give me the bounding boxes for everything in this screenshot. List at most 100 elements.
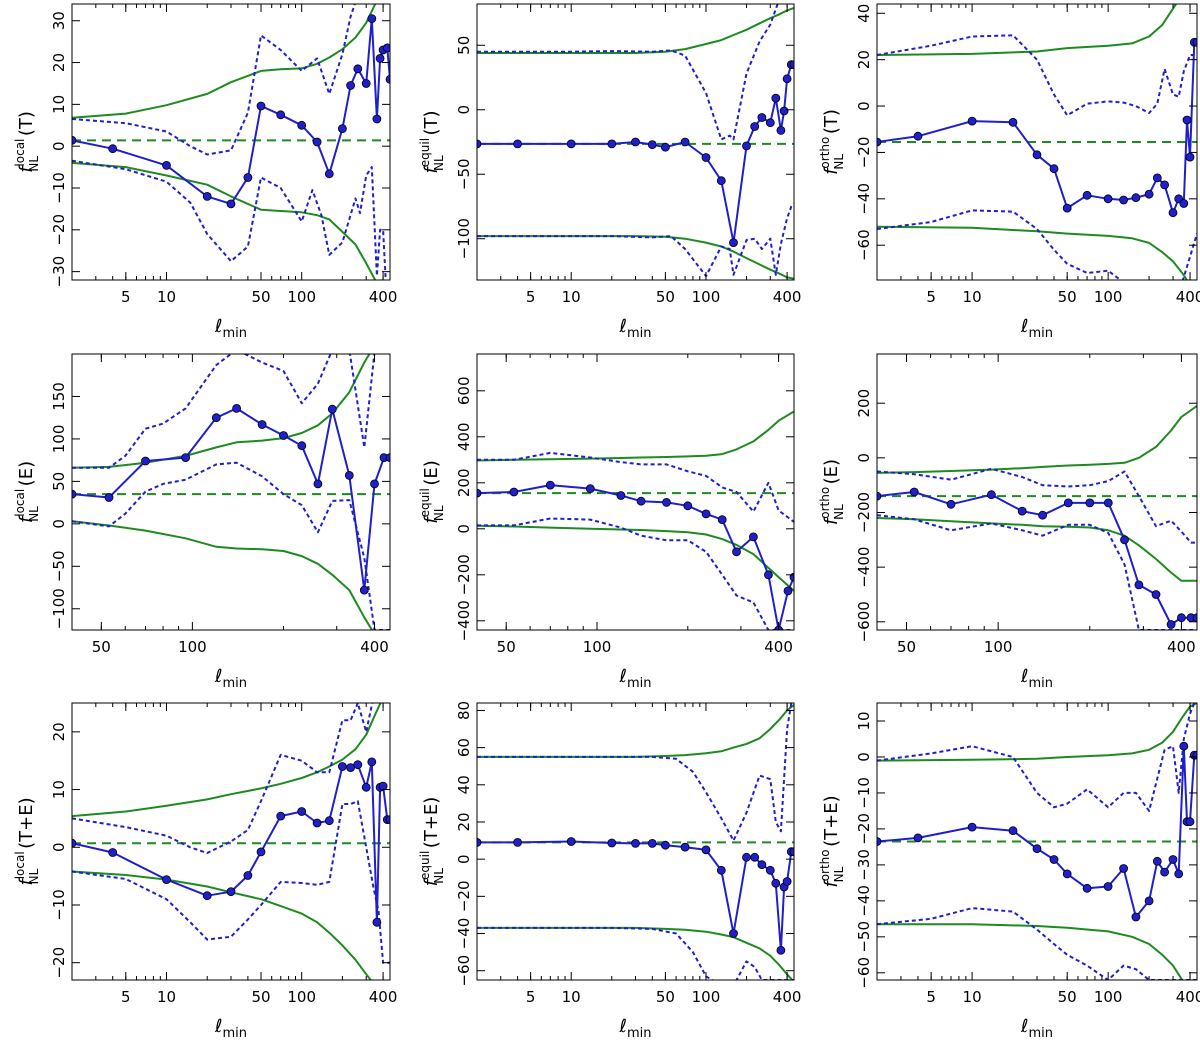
y-tick-label: 10 — [50, 780, 68, 799]
estimate-line — [477, 484, 794, 630]
y-tick-label: −20 — [455, 881, 473, 913]
data-point — [353, 760, 363, 770]
y-tick-label: 60 — [455, 738, 473, 757]
data-point — [324, 816, 334, 826]
x-tick-label: 5 — [926, 988, 936, 1006]
y-tick-label: 0 — [455, 524, 473, 534]
x-tick-label: 400 — [764, 638, 793, 656]
y-tick-label: −20 — [50, 214, 68, 246]
x-axis-label: ℓmin — [214, 316, 247, 341]
y-tick-label: 0 — [455, 105, 473, 115]
y-tick-label: 0 — [50, 519, 68, 529]
data-point — [162, 875, 171, 884]
estimate-line — [72, 407, 390, 592]
data-point — [327, 404, 337, 414]
x-tick-label: 400 — [1176, 988, 1200, 1006]
y-tick-label: −60 — [855, 229, 873, 261]
y-tick-label: −30 — [50, 256, 68, 288]
y-tick-label: 0 — [50, 842, 68, 852]
data-point — [765, 865, 775, 875]
data-point — [1174, 869, 1184, 879]
x-tick-label: 50 — [251, 988, 270, 1006]
x-tick-label: 50 — [1058, 288, 1077, 306]
upper-band-line — [877, 467, 1197, 544]
data-point — [783, 586, 793, 596]
x-axis-label: ℓmin — [214, 666, 247, 691]
data-point — [779, 106, 789, 116]
data-point — [1192, 613, 1197, 623]
data-point — [72, 838, 77, 848]
data-point — [513, 838, 522, 847]
data-point — [324, 169, 334, 179]
upper-bound-line — [72, 4, 377, 119]
y-tick-label: 150 — [50, 382, 68, 411]
y-tick-label: −50 — [855, 921, 873, 953]
data-point — [513, 139, 522, 149]
y-tick-label: 30 — [50, 11, 68, 30]
y-tick-label: 600 — [455, 376, 473, 405]
y-tick-label: −400 — [855, 547, 873, 588]
data-point — [717, 515, 727, 524]
data-point — [361, 79, 371, 88]
y-tick-label: 80 — [455, 701, 473, 720]
data-point — [782, 877, 792, 886]
panel-local_E: 50 100 400 −100 −50 0 50 100 150 ℓmin flocalNL(E) — [13, 353, 391, 691]
data-point — [616, 491, 626, 500]
data-point — [367, 757, 377, 767]
y-axis-label: forthoNL(E) — [818, 459, 846, 525]
data-point — [662, 497, 671, 507]
data-point — [1008, 117, 1018, 127]
x-axis-label: ℓmin — [214, 1016, 247, 1040]
data-point — [789, 847, 794, 857]
data-point — [312, 818, 322, 828]
data-point — [1179, 199, 1189, 208]
x-tick-label: 50 — [656, 988, 675, 1006]
y-tick-label: 20 — [50, 53, 68, 72]
data-point — [1185, 152, 1195, 162]
data-point — [243, 173, 253, 182]
y-tick-label: −200 — [455, 554, 473, 595]
data-point — [226, 199, 236, 209]
data-point — [141, 456, 150, 466]
plot-area — [877, 405, 1197, 630]
data-point — [243, 871, 253, 880]
lower-band-line — [877, 514, 1197, 630]
y-axis-label: flocalNL(T) — [13, 111, 41, 173]
y-tick-label: 0 — [855, 453, 873, 463]
data-point — [1185, 817, 1195, 827]
data-point — [346, 763, 356, 772]
data-point — [631, 839, 640, 848]
data-point — [771, 93, 781, 103]
data-point — [370, 479, 379, 489]
panel-ortho_TE: 5 10 50 100 400 −60 −50 −40 −30 −20 −10 0 10 ℓmin fort… — [818, 702, 1200, 1040]
data-point — [1103, 882, 1113, 891]
data-point — [1017, 506, 1027, 516]
lower-bound-line — [72, 161, 377, 280]
data-point — [607, 139, 617, 149]
data-point — [477, 139, 482, 149]
axes-frame — [71, 353, 391, 631]
x-tick-label: 400 — [369, 288, 398, 306]
data-point — [776, 125, 786, 135]
y-axis-label: fequilNL(T+E) — [418, 797, 446, 887]
x-tick-label: 400 — [1167, 638, 1196, 656]
data-point — [701, 845, 711, 855]
x-tick-label: 100 — [178, 638, 207, 656]
y-tick-label: 200 — [455, 468, 473, 497]
y-tick-label: −20 — [855, 813, 873, 845]
estimate-line — [877, 491, 1197, 626]
data-point — [297, 120, 307, 130]
x-tick-label: 100 — [984, 638, 1013, 656]
data-point — [771, 878, 781, 888]
upper-bound-line — [477, 410, 794, 462]
lower-bound-line — [72, 870, 372, 980]
x-tick-label: 400 — [360, 638, 389, 656]
data-point — [181, 453, 191, 463]
data-point — [1152, 856, 1162, 866]
data-point — [729, 238, 738, 248]
y-tick-label: 20 — [855, 50, 873, 69]
x-tick-label: 400 — [369, 988, 398, 1006]
data-point — [967, 822, 977, 832]
